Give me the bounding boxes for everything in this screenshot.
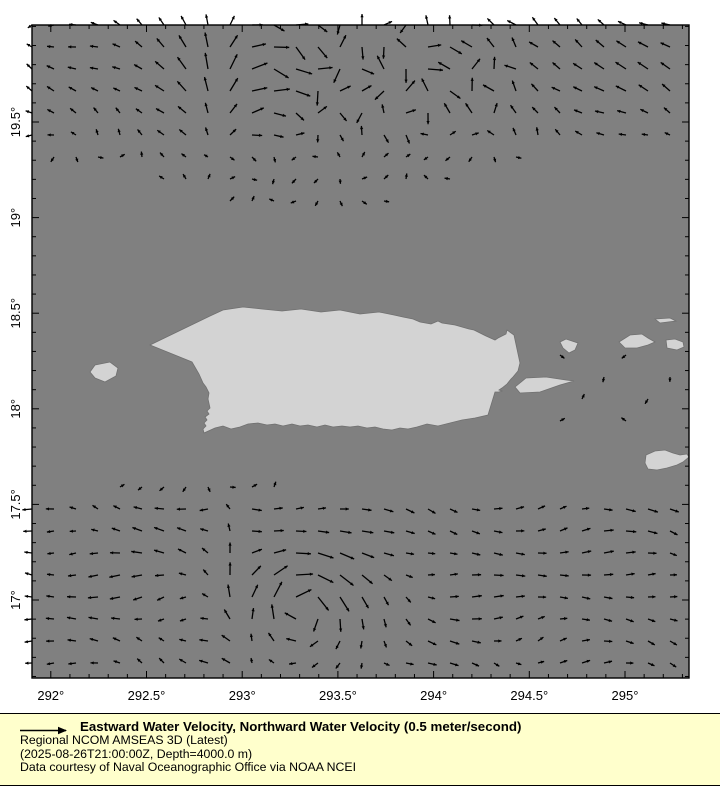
svg-text:293°: 293° <box>229 688 256 703</box>
svg-text:18.5°: 18.5° <box>8 298 23 329</box>
svg-text:293.5°: 293.5° <box>319 688 357 703</box>
svg-text:19.5°: 19.5° <box>8 107 23 138</box>
svg-text:294°: 294° <box>420 688 447 703</box>
svg-text:17.5°: 17.5° <box>8 489 23 520</box>
svg-text:295°: 295° <box>612 688 639 703</box>
svg-text:17°: 17° <box>8 590 23 610</box>
svg-text:18°: 18° <box>8 399 23 419</box>
svg-text:292.5°: 292.5° <box>128 688 166 703</box>
svg-text:19°: 19° <box>8 208 23 228</box>
svg-text:292°: 292° <box>37 688 64 703</box>
svg-text:294.5°: 294.5° <box>510 688 548 703</box>
